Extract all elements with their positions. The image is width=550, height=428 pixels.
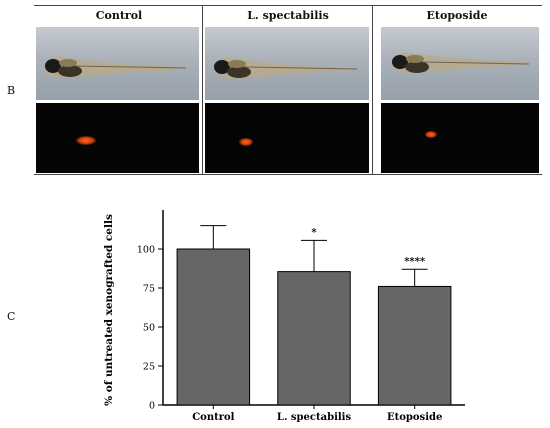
fluorescence-image-etoposide — [381, 103, 539, 173]
x-tick-label: L. spectabilis — [277, 412, 352, 423]
bar — [176, 248, 251, 406]
fluorescence-image-control — [36, 103, 199, 173]
zebrafish-larva-image — [391, 52, 535, 73]
bar — [277, 271, 351, 406]
xenograft-fluorescence-spot — [239, 138, 253, 146]
grid-bottom-line — [34, 174, 542, 175]
panel-letter-b: B — [7, 84, 16, 97]
y-tick-label: 0 — [149, 401, 155, 412]
column-title-l-spectabilis: L. spectabilis — [247, 9, 329, 22]
x-tick-label: Control — [192, 412, 234, 423]
brightfield-image-control — [36, 27, 199, 100]
brightfield-image-etoposide — [381, 27, 539, 100]
significance-label: * — [311, 227, 317, 238]
x-tick-label: Etoposide — [387, 412, 442, 423]
column-title-control: Control — [95, 9, 143, 22]
significance-label: **** — [404, 256, 426, 267]
y-tick-label: 75 — [143, 284, 155, 295]
grid-top-line — [34, 5, 542, 6]
zebrafish-larva-image — [213, 57, 365, 79]
brightfield-image-l-spectabilis — [205, 27, 369, 100]
panel-letter-c: C — [7, 310, 16, 323]
zebrafish-larva-image — [44, 56, 194, 78]
fluorescence-image-l-spectabilis — [205, 103, 369, 173]
bar — [377, 285, 452, 406]
grid-divider-2 — [372, 5, 373, 175]
xenograft-fluorescence-spot — [76, 136, 96, 145]
y-tick-label: 100 — [137, 245, 155, 256]
y-tick-label: 50 — [143, 323, 155, 334]
y-tick-label: 25 — [143, 362, 155, 373]
grid-divider-1 — [202, 5, 203, 175]
xenograft-fluorescence-spot — [425, 131, 437, 138]
y-axis-label: % of untreated xenografted cells — [103, 214, 115, 406]
column-title-etoposide: Etoposide — [426, 9, 488, 22]
